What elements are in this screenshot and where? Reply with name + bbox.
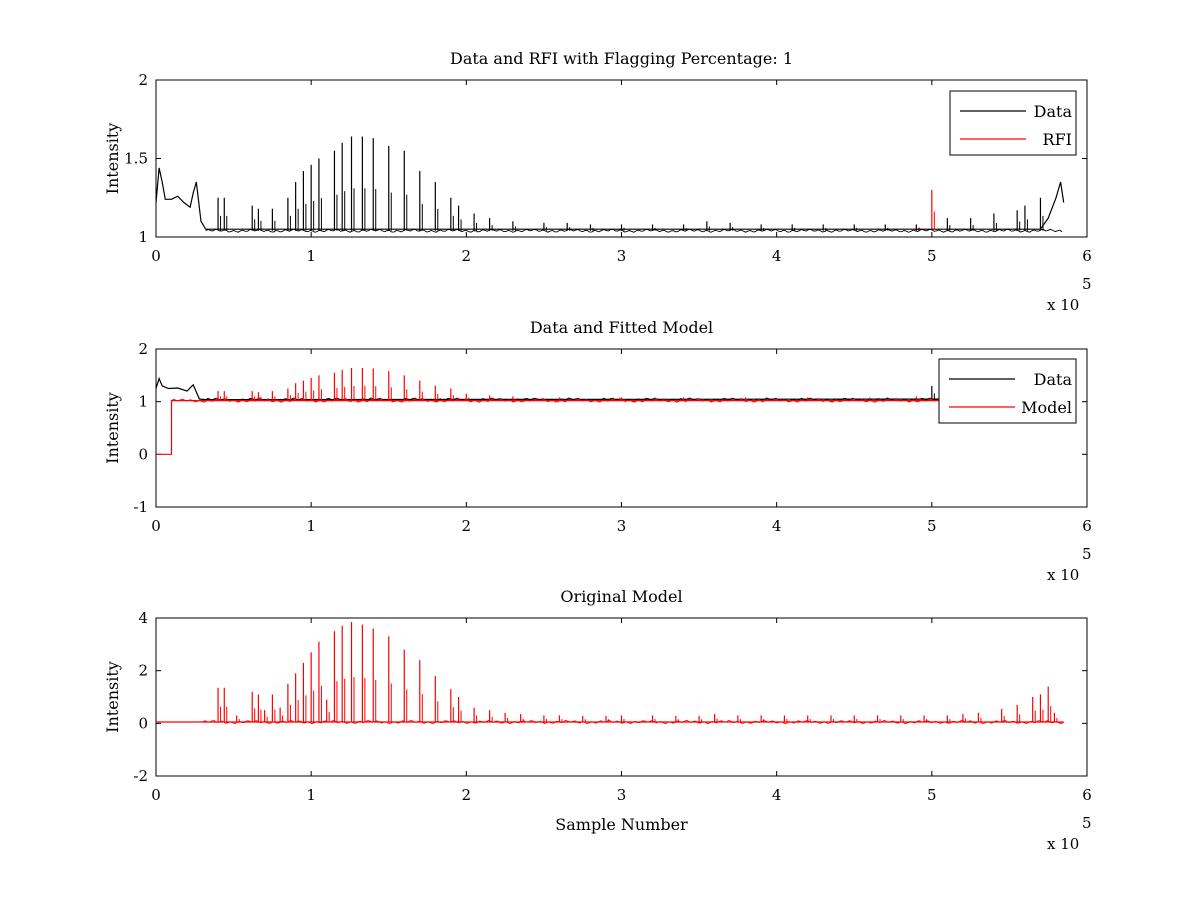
legend: Data Model — [938, 358, 1077, 424]
x-exponent-power: 5 — [1082, 545, 1092, 563]
x-tick-label: 2 — [462, 786, 472, 804]
x-tick-label: 2 — [462, 247, 472, 265]
chart-title: Data and RFI with Flagging Percentage: 1 — [450, 49, 793, 68]
y-axis-label: Intensity — [103, 661, 122, 733]
y-tick-label: -1 — [133, 498, 148, 516]
y-tick-label: 4 — [138, 609, 148, 627]
legend-box — [938, 358, 1077, 424]
x-tick-label: 6 — [1082, 517, 1092, 535]
y-tick-label: -2 — [133, 767, 148, 785]
chart-title: Original Model — [560, 587, 682, 606]
x-tick-label: 5 — [927, 247, 937, 265]
x-tick-label: 3 — [617, 517, 627, 535]
plot-area — [155, 348, 1088, 508]
x-tick-label: 3 — [617, 247, 627, 265]
x-axis-label: Sample Number — [555, 815, 688, 834]
x-tick-label: 0 — [151, 517, 161, 535]
series-line — [155, 167, 1065, 230]
legend-box — [949, 90, 1077, 156]
x-exponent-power: 5 — [1082, 814, 1092, 832]
series-data — [155, 136, 1065, 233]
series-noise — [202, 719, 1064, 725]
legend: Data RFI — [949, 90, 1077, 156]
x-exponent-power: 5 — [1082, 275, 1092, 293]
series-line — [155, 376, 1064, 401]
x-tick-label: 4 — [772, 517, 782, 535]
x-tick-label: 2 — [462, 517, 472, 535]
y-tick-label: 0 — [138, 714, 148, 732]
series-rfi — [918, 189, 935, 230]
series-model — [156, 621, 1064, 725]
y-tick-label: 2 — [138, 340, 148, 358]
x-tick-label: 4 — [772, 786, 782, 804]
y-axis-label: Intensity — [103, 123, 122, 195]
series-model — [156, 367, 1064, 455]
x-tick-label: 4 — [772, 247, 782, 265]
x-tick-label: 0 — [151, 786, 161, 804]
legend-label: Data — [1034, 370, 1073, 389]
x-tick-label: 6 — [1082, 247, 1092, 265]
y-tick-label: 2 — [138, 71, 148, 89]
y-axis-label: Intensity — [103, 392, 122, 464]
x-tick-label: 0 — [151, 247, 161, 265]
y-tick-label: 1 — [138, 228, 148, 246]
y-tick-label: 1 — [138, 393, 148, 411]
series-noise — [205, 228, 1063, 233]
x-tick-label: 5 — [927, 786, 937, 804]
legend-label: RFI — [1043, 130, 1072, 149]
x-exponent-base: x 10 — [1047, 566, 1079, 584]
x-exponent-base: x 10 — [1047, 296, 1079, 314]
y-tick-label: 1.5 — [124, 150, 148, 168]
chart-panel-1: Data and RFI with Flagging Percentage: 1… — [103, 49, 1092, 314]
legend-label: Model — [1021, 398, 1072, 417]
x-tick-label: 3 — [617, 786, 627, 804]
chart-title: Data and Fitted Model — [530, 318, 713, 337]
y-tick-label: 2 — [138, 662, 148, 680]
x-tick-label: 1 — [306, 517, 316, 535]
series-noise — [171, 398, 1064, 403]
legend-label: Data — [1034, 102, 1073, 121]
x-tick-label: 5 — [927, 517, 937, 535]
x-exponent-base: x 10 — [1047, 835, 1079, 853]
y-tick-label: 0 — [138, 445, 148, 463]
x-tick-label: 6 — [1082, 786, 1092, 804]
x-tick-label: 1 — [306, 786, 316, 804]
x-tick-label: 1 — [306, 247, 316, 265]
